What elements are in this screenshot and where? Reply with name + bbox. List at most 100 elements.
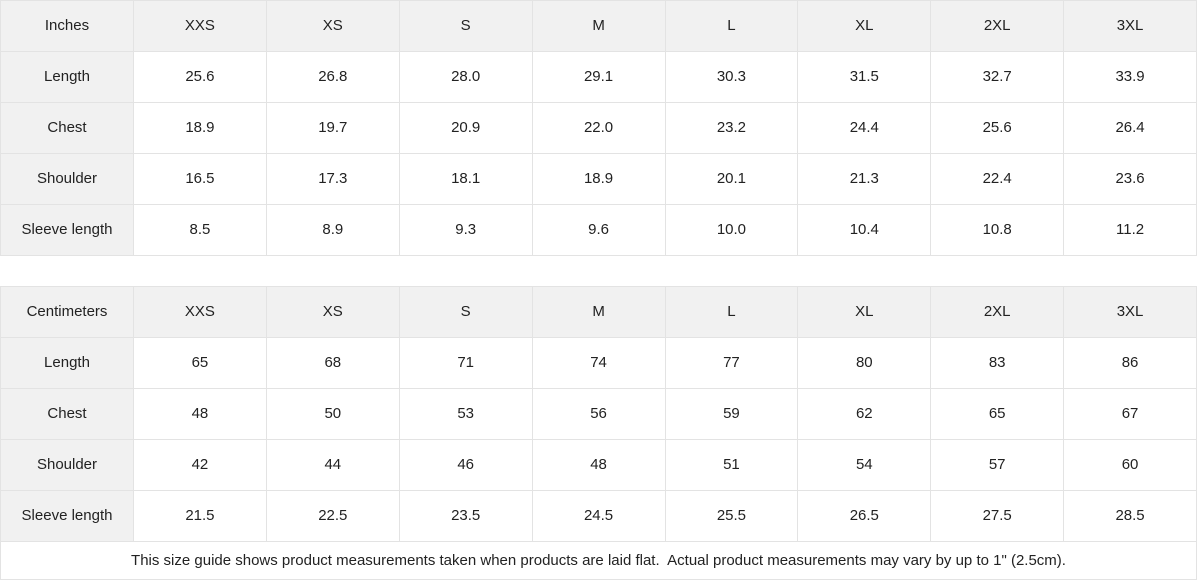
column-header-2xl: 2XL — [930, 0, 1065, 52]
cell-value: 32.7 — [930, 51, 1065, 103]
cell-value: 67 — [1063, 388, 1197, 440]
cell-value: 26.4 — [1063, 102, 1197, 154]
column-header-m: M — [531, 0, 666, 52]
cell-value: 25.5 — [664, 490, 799, 542]
column-header-xxs: XXS — [133, 286, 267, 338]
cell-value: 27.5 — [930, 490, 1065, 542]
cell-value: 56 — [531, 388, 666, 440]
cell-value: 23.6 — [1063, 153, 1197, 205]
cell-value: 68 — [265, 337, 400, 389]
table-row: Sleeve length 8.5 8.9 9.3 9.6 10.0 10.4 … — [0, 204, 1197, 256]
cell-value: 8.5 — [133, 204, 267, 256]
table-row: Chest 48 50 53 56 59 62 65 67 — [0, 388, 1197, 440]
cell-value: 26.8 — [265, 51, 400, 103]
cell-value: 21.3 — [797, 153, 932, 205]
row-label-length: Length — [0, 51, 134, 103]
cell-value: 26.5 — [797, 490, 932, 542]
cell-value: 53 — [398, 388, 533, 440]
cell-value: 9.3 — [398, 204, 533, 256]
column-header-xl: XL — [797, 286, 932, 338]
row-label-chest: Chest — [0, 388, 134, 440]
table-row: Length 25.6 26.8 28.0 29.1 30.3 31.5 32.… — [0, 51, 1197, 103]
cell-value: 44 — [265, 439, 400, 491]
cell-value: 18.9 — [133, 102, 267, 154]
table-header-inches: Inches XXS XS S M L XL 2XL 3XL — [0, 0, 1197, 52]
cell-value: 10.8 — [930, 204, 1065, 256]
column-header-m: M — [531, 286, 666, 338]
cell-value: 65 — [930, 388, 1065, 440]
table-body-inches: Length 25.6 26.8 28.0 29.1 30.3 31.5 32.… — [0, 51, 1197, 256]
size-table-centimeters: Centimeters XXS XS S M L XL 2XL 3XL Leng… — [0, 286, 1197, 542]
cell-value: 71 — [398, 337, 533, 389]
row-label-sleeve-length: Sleeve length — [0, 490, 134, 542]
cell-value: 30.3 — [664, 51, 799, 103]
cell-value: 22.0 — [531, 102, 666, 154]
table-row: Shoulder 42 44 46 48 51 54 57 60 — [0, 439, 1197, 491]
column-header-l: L — [664, 0, 799, 52]
column-header-l: L — [664, 286, 799, 338]
size-guide-footer-note: This size guide shows product measuremen… — [0, 542, 1197, 580]
cell-value: 80 — [797, 337, 932, 389]
cell-value: 28.5 — [1063, 490, 1197, 542]
cell-value: 18.9 — [531, 153, 666, 205]
cell-value: 18.1 — [398, 153, 533, 205]
column-header-xs: XS — [265, 286, 400, 338]
cell-value: 17.3 — [265, 153, 400, 205]
cell-value: 21.5 — [133, 490, 267, 542]
cell-value: 31.5 — [797, 51, 932, 103]
row-label-sleeve-length: Sleeve length — [0, 204, 134, 256]
cell-value: 48 — [531, 439, 666, 491]
table-separator-gap — [0, 256, 1197, 286]
column-header-2xl: 2XL — [930, 286, 1065, 338]
cell-value: 24.5 — [531, 490, 666, 542]
row-label-shoulder: Shoulder — [0, 153, 134, 205]
cell-value: 77 — [664, 337, 799, 389]
cell-value: 20.9 — [398, 102, 533, 154]
table-row: Chest 18.9 19.7 20.9 22.0 23.2 24.4 25.6… — [0, 102, 1197, 154]
cell-value: 9.6 — [531, 204, 666, 256]
cell-value: 19.7 — [265, 102, 400, 154]
cell-value: 33.9 — [1063, 51, 1197, 103]
cell-value: 22.4 — [930, 153, 1065, 205]
header-row: Centimeters XXS XS S M L XL 2XL 3XL — [0, 286, 1197, 338]
column-header-xs: XS — [265, 0, 400, 52]
cell-value: 10.4 — [797, 204, 932, 256]
cell-value: 8.9 — [265, 204, 400, 256]
row-label-chest: Chest — [0, 102, 134, 154]
table-row: Sleeve length 21.5 22.5 23.5 24.5 25.5 2… — [0, 490, 1197, 542]
unit-label-centimeters: Centimeters — [0, 286, 134, 338]
cell-value: 42 — [133, 439, 267, 491]
row-label-length: Length — [0, 337, 134, 389]
cell-value: 28.0 — [398, 51, 533, 103]
table-row: Length 65 68 71 74 77 80 83 86 — [0, 337, 1197, 389]
cell-value: 11.2 — [1063, 204, 1197, 256]
cell-value: 10.0 — [664, 204, 799, 256]
cell-value: 74 — [531, 337, 666, 389]
column-header-xxs: XXS — [133, 0, 267, 52]
cell-value: 51 — [664, 439, 799, 491]
cell-value: 50 — [265, 388, 400, 440]
column-header-3xl: 3XL — [1063, 286, 1197, 338]
cell-value: 62 — [797, 388, 932, 440]
unit-label-inches: Inches — [0, 0, 134, 52]
cell-value: 54 — [797, 439, 932, 491]
cell-value: 48 — [133, 388, 267, 440]
cell-value: 25.6 — [930, 102, 1065, 154]
cell-value: 16.5 — [133, 153, 267, 205]
cell-value: 20.1 — [664, 153, 799, 205]
cell-value: 22.5 — [265, 490, 400, 542]
cell-value: 59 — [664, 388, 799, 440]
row-label-shoulder: Shoulder — [0, 439, 134, 491]
cell-value: 29.1 — [531, 51, 666, 103]
cell-value: 86 — [1063, 337, 1197, 389]
table-body-centimeters: Length 65 68 71 74 77 80 83 86 Chest 48 … — [0, 337, 1197, 542]
cell-value: 23.2 — [664, 102, 799, 154]
cell-value: 24.4 — [797, 102, 932, 154]
column-header-s: S — [398, 0, 533, 52]
column-header-s: S — [398, 286, 533, 338]
cell-value: 60 — [1063, 439, 1197, 491]
cell-value: 57 — [930, 439, 1065, 491]
cell-value: 25.6 — [133, 51, 267, 103]
cell-value: 23.5 — [398, 490, 533, 542]
